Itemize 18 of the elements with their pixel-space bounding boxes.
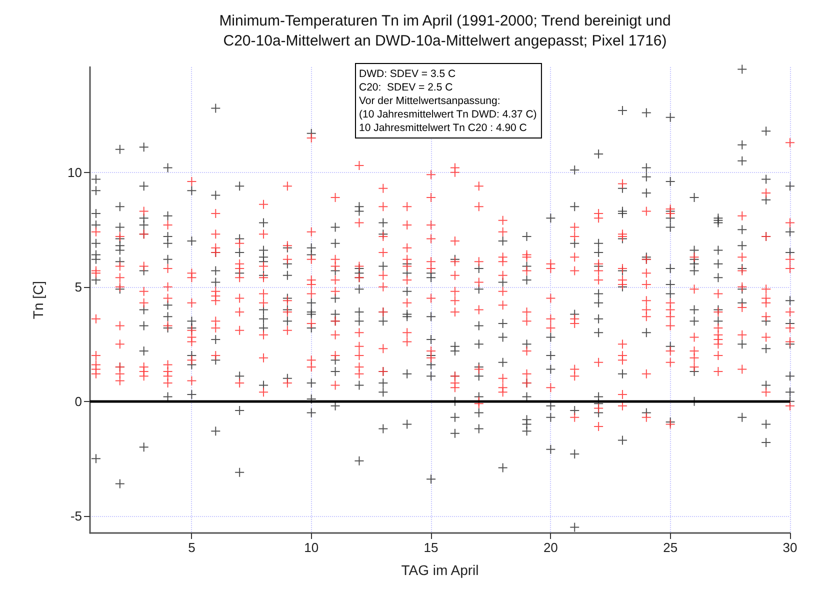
annotation: C20: SDEV = 2.5 C <box>359 81 454 94</box>
annotation: 10 Jahresmittelwert Tn C20 : 4.90 C <box>359 122 528 134</box>
x-tick-label: 15 <box>424 540 438 555</box>
y-tick-label: 5 <box>74 279 82 294</box>
x-tick-label: 20 <box>543 540 558 555</box>
y-tick-label: -5 <box>70 508 82 524</box>
annotation: Vor der Mittelwertsanpassung: <box>359 94 500 107</box>
x-tick-label: 10 <box>304 540 319 555</box>
y-tick-label: 0 <box>74 394 82 409</box>
x-tick-label: 25 <box>663 540 678 555</box>
annotation: (10 Jahresmittelwert Tn DWD: 4.37 C) <box>359 108 537 120</box>
x-tick-label: 5 <box>188 540 196 555</box>
annotation: DWD: SDEV = 3.5 C <box>359 68 456 80</box>
chart-title: Minimum-Temperaturen Tn im April (1991-2000; Trend bereinigt und C20-10a-Mittelwert an DWD-10a-Mittelwert angepasst; Pixel 1716) <box>219 12 671 50</box>
y-tick-label: 10 <box>68 164 82 180</box>
y-axis-title: Tn [C] <box>30 280 46 320</box>
x-axis-title: TAG im April <box>401 562 479 578</box>
x-tick-label: 30 <box>782 540 798 555</box>
